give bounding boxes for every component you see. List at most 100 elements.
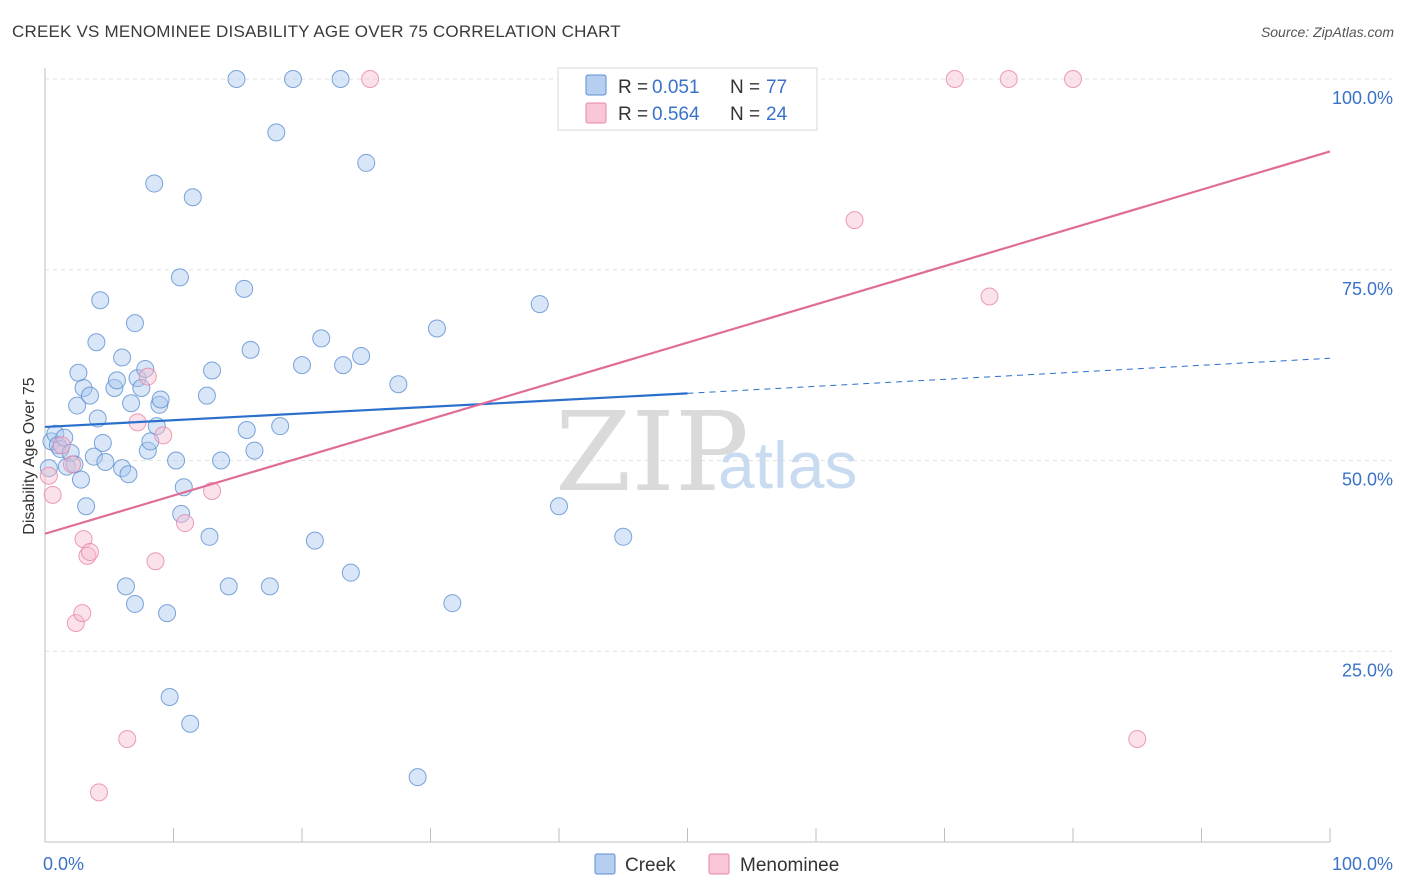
series-legend-label-creek: Creek xyxy=(625,855,676,876)
point-creek-28 xyxy=(125,314,144,333)
y-tick-labels: 25.0% 50.0% 75.0% 100.0% xyxy=(1332,88,1393,680)
legend-n-label-creek: N = xyxy=(730,77,760,98)
point-creek-49 xyxy=(212,451,231,470)
point-creek-60 xyxy=(293,356,311,375)
point-creek-48 xyxy=(203,361,222,380)
legend-r-label-menominee: R = xyxy=(618,104,648,125)
trend-line-extension-creek xyxy=(687,357,1331,394)
point-menominee-0 xyxy=(39,466,58,485)
legend-n-label-menominee: N = xyxy=(730,104,760,125)
point-creek-17 xyxy=(88,409,107,428)
point-creek-22 xyxy=(107,371,126,390)
legend-swatch-creek xyxy=(585,74,607,96)
legend-n-value-menominee: 24 xyxy=(766,104,788,125)
watermark-zip: ZIP xyxy=(555,388,749,516)
watermark-atlas: atlas xyxy=(718,428,857,502)
point-creek-69 xyxy=(408,768,427,787)
point-creek-41 xyxy=(170,268,189,287)
series-legend: Creek Menominee xyxy=(594,853,839,876)
chart-title: CREEK VS MENOMINEE DISABILITY AGE OVER 7… xyxy=(12,22,621,41)
point-menominee-2 xyxy=(52,436,71,455)
point-creek-34 xyxy=(145,174,164,193)
point-menominee-10 xyxy=(118,729,137,748)
point-creek-54 xyxy=(241,340,260,359)
point-creek-50 xyxy=(219,577,238,596)
point-creek-40 xyxy=(167,451,186,470)
y-tick-label-2: 75.0% xyxy=(1342,279,1393,299)
point-creek-56 xyxy=(260,577,279,596)
point-creek-38 xyxy=(158,604,177,623)
point-creek-13 xyxy=(77,497,96,516)
point-creek-39 xyxy=(160,688,179,707)
legend-r-value-creek: 0.051 xyxy=(652,77,700,98)
point-creek-72 xyxy=(530,295,549,314)
point-menominee-21 xyxy=(999,70,1018,88)
point-creek-14 xyxy=(80,386,99,405)
point-creek-16 xyxy=(87,333,106,352)
point-creek-62 xyxy=(312,329,331,348)
point-creek-51 xyxy=(227,70,246,88)
point-creek-18 xyxy=(91,291,110,310)
point-creek-19 xyxy=(93,433,112,452)
point-creek-70 xyxy=(427,319,446,338)
point-menominee-22 xyxy=(1064,70,1082,88)
point-creek-64 xyxy=(334,356,353,375)
point-creek-7 xyxy=(61,443,80,462)
point-creek-30 xyxy=(132,379,151,398)
point-creek-11 xyxy=(71,470,90,489)
trend-lines xyxy=(44,150,1331,535)
point-creek-52 xyxy=(235,279,254,298)
point-creek-26 xyxy=(119,465,138,484)
point-menominee-14 xyxy=(154,426,173,445)
point-creek-9 xyxy=(68,396,87,415)
point-creek-25 xyxy=(116,577,135,596)
point-creek-67 xyxy=(357,153,376,172)
point-menominee-20 xyxy=(980,287,999,306)
point-menominee-17 xyxy=(361,70,380,88)
y-tick-label-3: 100.0% xyxy=(1332,88,1393,108)
x-tick-label-1: 100.0% xyxy=(1332,854,1393,874)
point-menominee-1 xyxy=(43,485,62,504)
point-menominee-23 xyxy=(1128,729,1147,748)
x-tick-labels: 0.0% 100.0% xyxy=(43,854,1393,874)
axes xyxy=(44,68,1331,843)
series-legend-swatch-creek xyxy=(594,853,616,875)
point-creek-0 xyxy=(39,459,58,478)
point-creek-66 xyxy=(352,346,371,365)
point-menominee-16 xyxy=(203,482,222,501)
point-creek-46 xyxy=(197,386,216,405)
point-creek-58 xyxy=(271,417,290,436)
point-creek-24 xyxy=(113,348,132,367)
point-creek-42 xyxy=(172,504,191,523)
legend-n-value-creek: 77 xyxy=(766,77,787,98)
legend-r-value-menominee: 0.564 xyxy=(652,104,700,125)
point-creek-53 xyxy=(237,420,256,439)
point-creek-10 xyxy=(69,363,88,382)
point-creek-44 xyxy=(181,714,200,733)
point-creek-61 xyxy=(305,531,324,550)
series-legend-label-menominee: Menominee xyxy=(740,855,839,876)
x-tick-label-0: 0.0% xyxy=(43,854,84,874)
point-creek-59 xyxy=(284,70,303,88)
point-creek-57 xyxy=(267,123,286,142)
series-legend-swatch-menominee xyxy=(708,853,730,875)
data-points xyxy=(39,70,1147,802)
point-creek-68 xyxy=(389,375,408,394)
point-menominee-18 xyxy=(845,211,864,230)
legend-swatch-menominee xyxy=(585,102,607,124)
point-menominee-15 xyxy=(176,514,195,533)
point-creek-45 xyxy=(183,188,202,207)
point-creek-47 xyxy=(200,527,219,546)
point-creek-15 xyxy=(84,447,103,466)
point-creek-65 xyxy=(341,563,360,582)
point-menominee-4 xyxy=(66,614,85,633)
point-menominee-9 xyxy=(89,783,108,802)
watermark: ZIP atlas xyxy=(555,388,857,516)
point-creek-27 xyxy=(122,394,141,413)
point-creek-63 xyxy=(331,70,350,88)
trend-line-creek xyxy=(44,392,688,429)
y-tick-label-1: 50.0% xyxy=(1342,470,1393,490)
point-menominee-8 xyxy=(80,543,99,562)
point-creek-37 xyxy=(151,390,170,409)
